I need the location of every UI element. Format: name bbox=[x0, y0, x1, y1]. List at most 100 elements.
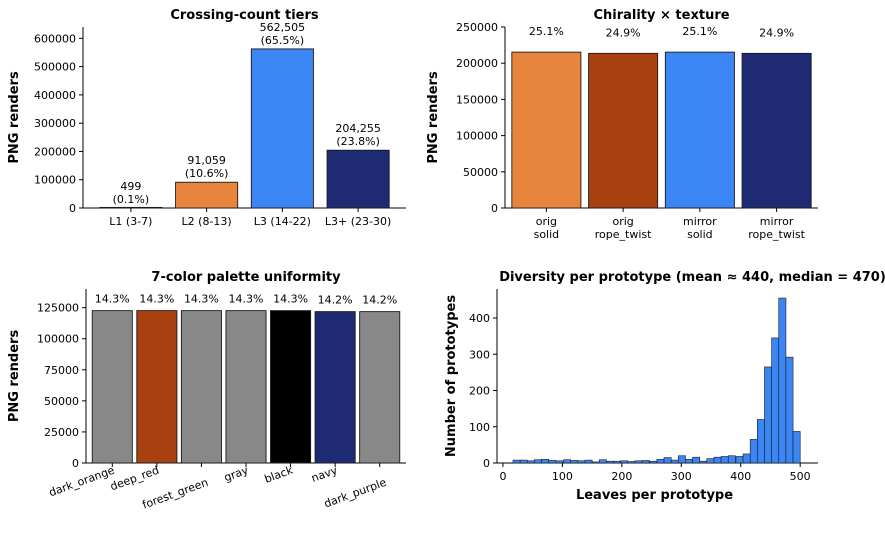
y-tick-label: 200000 bbox=[456, 57, 498, 70]
histogram-bar bbox=[692, 456, 701, 464]
bar bbox=[511, 51, 582, 209]
y-tick-label: 125000 bbox=[37, 302, 79, 315]
chart-title: 7-color palette uniformity bbox=[151, 270, 341, 285]
y-tick-label: 75000 bbox=[44, 364, 79, 377]
y-tick-label: 400000 bbox=[34, 89, 76, 102]
data-label: 14.3% bbox=[273, 293, 308, 306]
y-tick-label: 50000 bbox=[463, 166, 498, 179]
y-tick-label: 100000 bbox=[456, 130, 498, 143]
x-tick-label: deep_red bbox=[108, 464, 160, 494]
y-axis-label: Number of prototypes bbox=[444, 295, 459, 457]
x-tick-label: mirror bbox=[760, 215, 794, 228]
data-label: 14.3% bbox=[229, 293, 264, 306]
histogram-bar bbox=[771, 337, 780, 464]
y-axis-label: PNG renders bbox=[7, 330, 22, 423]
bar bbox=[741, 52, 812, 209]
y-tick-label: 200 bbox=[469, 385, 490, 398]
x-tick-label: rope_twist bbox=[748, 228, 805, 241]
y-tick-label: 50000 bbox=[44, 395, 79, 408]
y-axis-label: PNG renders bbox=[426, 71, 441, 164]
histogram-bar bbox=[613, 460, 621, 464]
y-tick-label: 600000 bbox=[34, 32, 76, 45]
bar bbox=[314, 311, 356, 464]
y-tick-label: 100 bbox=[469, 421, 490, 434]
histogram-bar bbox=[735, 456, 744, 464]
y-tick-label: 300000 bbox=[34, 117, 76, 130]
x-tick-label: solid bbox=[687, 228, 713, 241]
y-tick-label: 200000 bbox=[34, 145, 76, 158]
y-tick-label: 400 bbox=[469, 312, 490, 325]
histogram-bar bbox=[563, 459, 572, 464]
bar bbox=[91, 310, 133, 464]
histogram-bar bbox=[584, 459, 593, 464]
x-tick-label: navy bbox=[310, 463, 340, 485]
data-label: 204,255 bbox=[335, 122, 381, 135]
histogram-bar bbox=[606, 460, 614, 464]
histogram-bar bbox=[785, 356, 794, 464]
data-label: 499 bbox=[120, 180, 141, 193]
histogram-bar bbox=[699, 460, 708, 464]
x-tick-label: solid bbox=[534, 228, 560, 241]
histogram-bar bbox=[534, 459, 542, 464]
histogram-bar bbox=[685, 459, 693, 464]
y-tick-label: 100000 bbox=[34, 174, 76, 187]
x-tick-label: 500 bbox=[790, 470, 811, 483]
y-tick-label: 300 bbox=[469, 348, 490, 361]
data-label: 24.9% bbox=[606, 26, 641, 39]
histogram-bar bbox=[727, 455, 736, 464]
x-tick-label: rope_twist bbox=[595, 228, 652, 241]
histogram-bar bbox=[634, 460, 643, 464]
x-tick-label: L2 (8-13) bbox=[182, 215, 232, 228]
y-tick-label: 0 bbox=[72, 457, 79, 470]
histogram-bar bbox=[670, 459, 679, 464]
data-label: 14.3% bbox=[95, 293, 130, 306]
histogram-bar bbox=[526, 460, 535, 464]
histogram-bar bbox=[649, 460, 658, 464]
x-tick-label: 100 bbox=[552, 470, 573, 483]
bar bbox=[136, 310, 178, 464]
data-label: 14.2% bbox=[318, 294, 353, 307]
histogram-bar bbox=[792, 431, 801, 464]
y-axis-label: PNG renders bbox=[7, 71, 22, 164]
bar bbox=[326, 149, 390, 209]
bar bbox=[664, 51, 735, 209]
x-tick-label: gray bbox=[222, 463, 250, 484]
data-label-percent: (23.8%) bbox=[336, 135, 380, 148]
histogram-bar bbox=[663, 457, 672, 464]
x-tick-label: 0 bbox=[499, 470, 506, 483]
histogram-bar bbox=[570, 460, 579, 464]
chart-panel-2: 0 25000 50000 75000 100000 125000 7-color pale… bbox=[7, 270, 406, 512]
bar bbox=[250, 48, 314, 209]
histogram-bar bbox=[720, 456, 729, 464]
chart-panel-3: 0 100 200 300 400 Diversity per prototype (me… bbox=[444, 270, 885, 503]
histogram-bar bbox=[548, 460, 557, 464]
x-axis-label: Leaves per prototype bbox=[576, 488, 733, 503]
bar bbox=[225, 310, 267, 464]
data-label: 25.1% bbox=[529, 25, 564, 38]
histogram-bar bbox=[541, 459, 550, 464]
histogram-bar bbox=[591, 461, 600, 464]
data-label-percent: (65.5%) bbox=[261, 34, 305, 47]
x-tick-label: orig bbox=[612, 215, 633, 228]
histogram-bar bbox=[598, 459, 607, 464]
histogram-bar bbox=[778, 297, 787, 464]
bar bbox=[180, 310, 222, 464]
data-label: 14.2% bbox=[362, 294, 397, 307]
histogram-bar bbox=[706, 458, 715, 464]
histogram-bar bbox=[764, 366, 772, 464]
x-tick-label: dark_orange bbox=[47, 464, 116, 500]
histogram-bar bbox=[620, 460, 629, 464]
y-tick-label: 150000 bbox=[456, 93, 498, 106]
chart-title: Chirality × texture bbox=[593, 8, 729, 23]
y-tick-label: 25000 bbox=[44, 426, 79, 439]
bar bbox=[175, 181, 239, 209]
chart-title: Diversity per prototype (mean ≈ 440, med… bbox=[499, 270, 885, 285]
x-tick-label: black bbox=[263, 463, 295, 485]
data-label: 91,059 bbox=[187, 154, 226, 167]
y-tick-label: 0 bbox=[483, 457, 490, 470]
bar bbox=[99, 206, 163, 209]
y-tick-label: 250000 bbox=[456, 21, 498, 34]
data-label: 14.3% bbox=[184, 293, 219, 306]
histogram-bar bbox=[677, 455, 686, 464]
